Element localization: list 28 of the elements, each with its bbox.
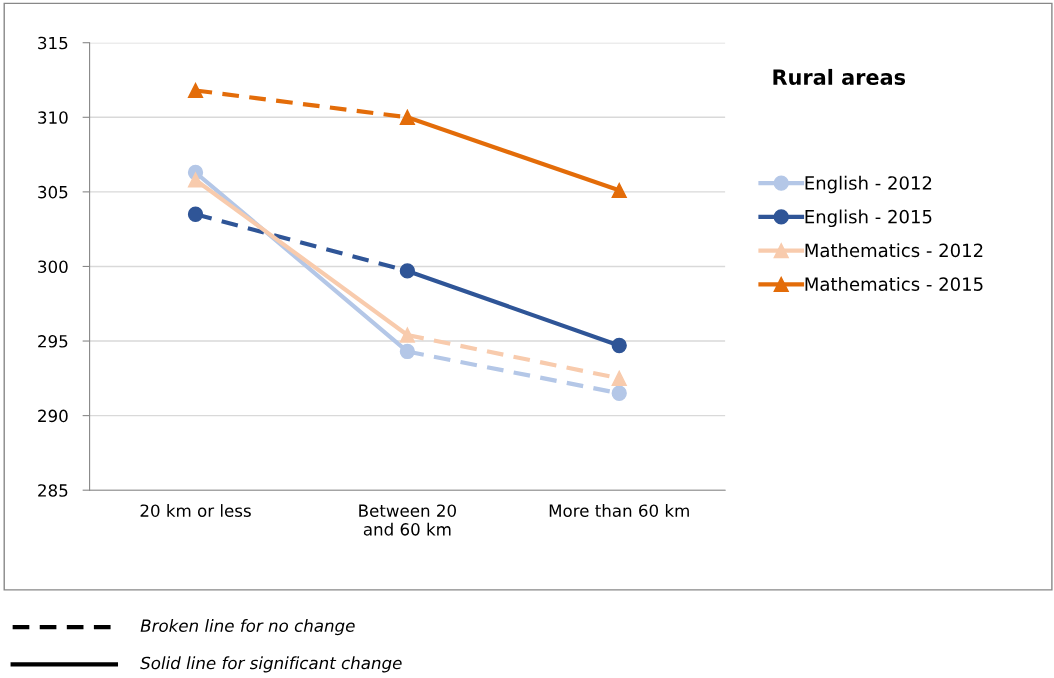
legend-label: English - 2012	[805, 175, 932, 194]
point	[611, 385, 627, 401]
x-tick-label: Between 20 and 60 km	[359, 504, 456, 536]
x-tick-label: More than 60 km	[549, 504, 689, 517]
legend-label: Mathematics - 2015	[805, 276, 983, 291]
text: Solid line for significant change	[140, 656, 402, 673]
point	[611, 370, 627, 386]
point	[399, 263, 416, 279]
y-tick-label: 285	[38, 484, 68, 497]
point	[187, 206, 204, 222]
point	[611, 337, 627, 354]
y-tick-label: 305	[38, 185, 68, 199]
y-tick-label: 290	[38, 409, 68, 423]
legend-title: Rural areas	[773, 68, 906, 86]
y-tick-label: 295	[38, 335, 68, 348]
y-tick-label: 300	[38, 260, 68, 274]
x-tick-label: 20 km or less	[140, 504, 251, 517]
point	[399, 343, 416, 360]
text: Broken line for no change	[140, 619, 355, 636]
point	[187, 172, 204, 188]
point	[399, 327, 416, 343]
legend-label: Mathematics - 2012	[805, 243, 983, 258]
point	[611, 182, 627, 199]
y-tick-label: 310	[38, 111, 68, 124]
legend-label: English - 2015	[805, 209, 932, 228]
y-tick-label: 315	[38, 36, 68, 50]
point	[399, 109, 416, 125]
point	[187, 82, 204, 99]
